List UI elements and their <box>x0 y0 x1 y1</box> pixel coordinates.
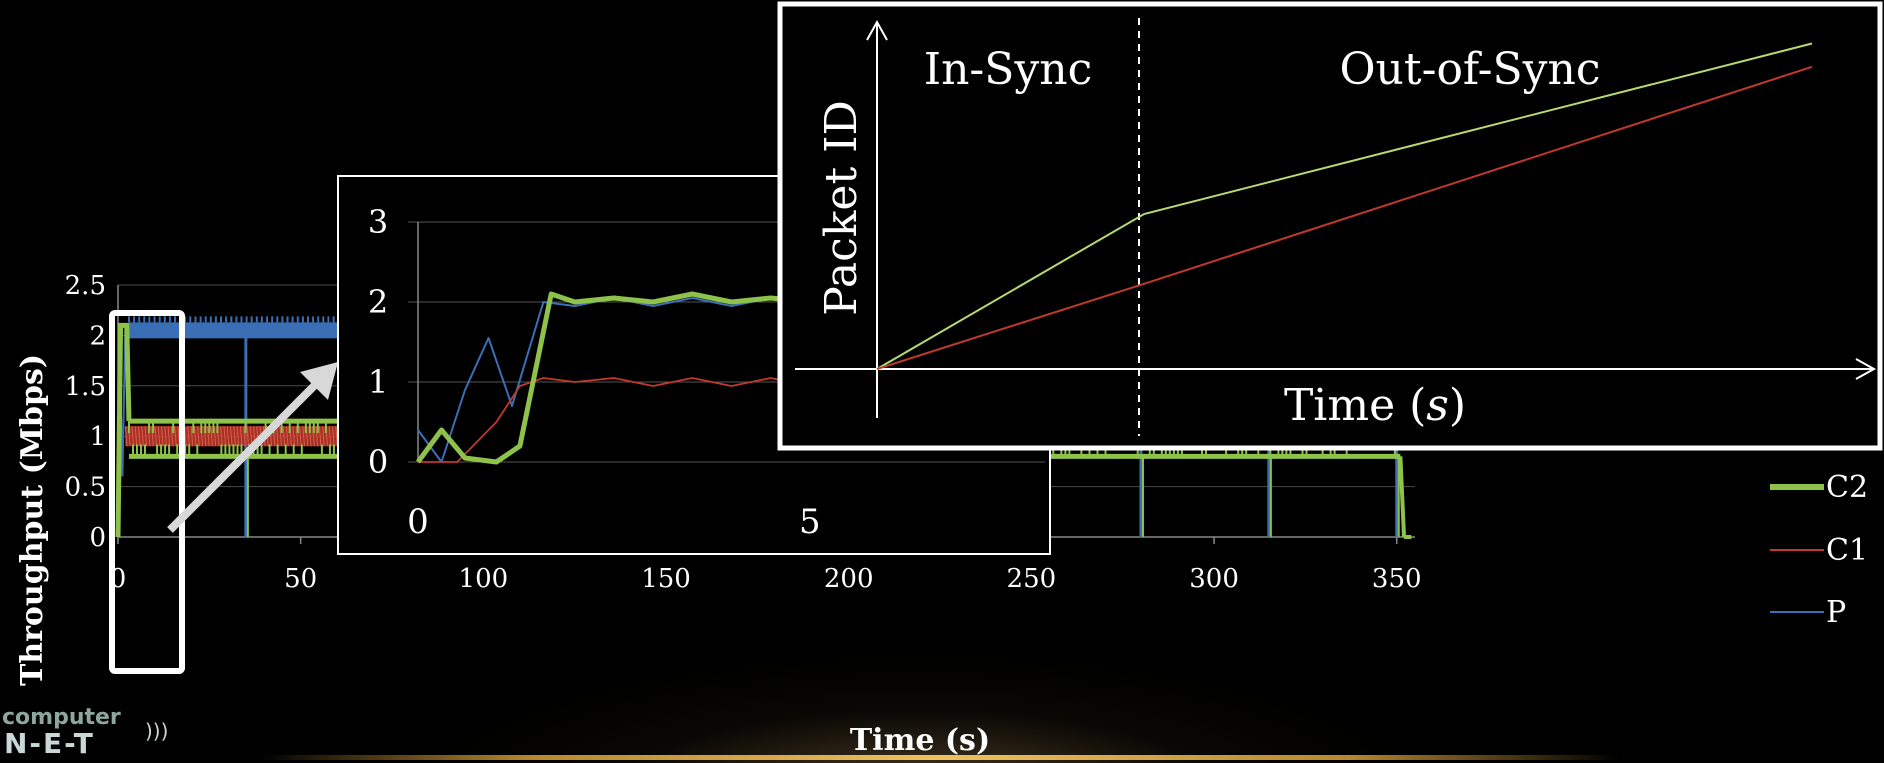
packet-x-axis-title: Time (s) <box>1284 380 1466 431</box>
annotation-in-sync: In-Sync <box>924 44 1093 95</box>
annotation-out-of-sync: Out-of-Sync <box>1339 44 1600 95</box>
computer-net-logo: computer N-E-T ))) <box>0 705 180 763</box>
wifi-signal-icon: ))) <box>145 719 168 743</box>
packet-y-axis-title: Packet ID <box>816 100 867 316</box>
logo-line2: N-E-T <box>4 727 95 760</box>
